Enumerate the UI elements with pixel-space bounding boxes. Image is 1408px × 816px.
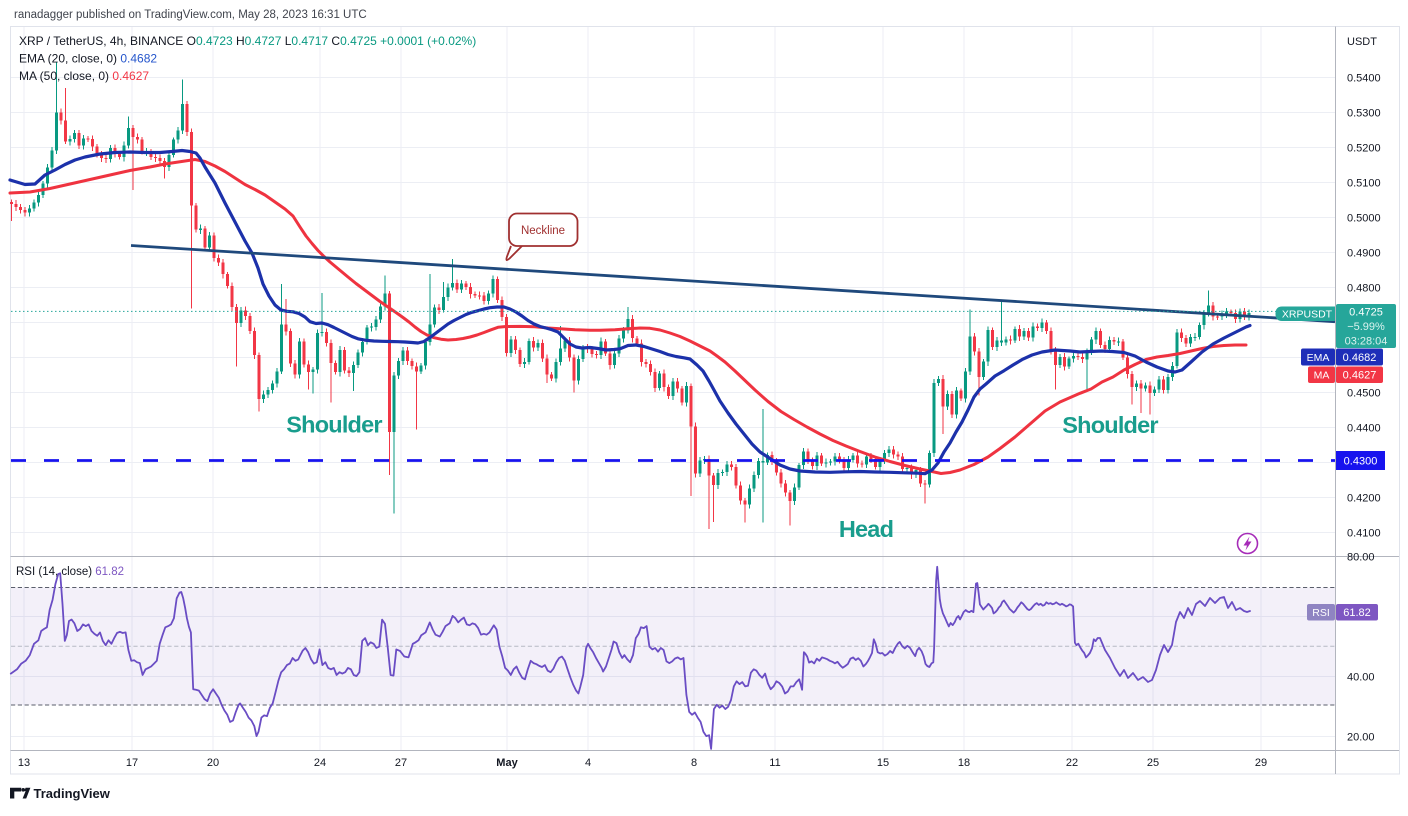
svg-text:USDT: USDT	[1347, 36, 1377, 48]
svg-text:13: 13	[18, 757, 30, 769]
svg-text:XRPUSDT: XRPUSDT	[1282, 309, 1333, 321]
svg-text:Neckline: Neckline	[521, 225, 565, 237]
svg-text:0.4725: 0.4725	[1349, 307, 1383, 319]
svg-text:0.4627: 0.4627	[1343, 370, 1377, 382]
svg-text:−5.99%: −5.99%	[1347, 321, 1385, 333]
svg-text:Shoulder: Shoulder	[286, 412, 382, 438]
svg-text:0.4800: 0.4800	[1347, 283, 1381, 295]
svg-text:RSI: RSI	[1312, 607, 1330, 619]
svg-text:80.00: 80.00	[1347, 552, 1375, 564]
svg-text:4: 4	[585, 757, 591, 769]
svg-text:XRP / TetherUS, 4h, BINANCE O0: XRP / TetherUS, 4h, BINANCE O0.4723 H0.4…	[19, 34, 476, 48]
svg-text:0.4682: 0.4682	[1343, 352, 1377, 364]
svg-text:29: 29	[1255, 757, 1267, 769]
svg-text:0.4100: 0.4100	[1347, 528, 1381, 540]
svg-text:27: 27	[395, 757, 407, 769]
svg-text:15: 15	[877, 757, 889, 769]
svg-text:0.5400: 0.5400	[1347, 73, 1381, 85]
svg-text:0.5200: 0.5200	[1347, 143, 1381, 155]
svg-text:0.4500: 0.4500	[1347, 388, 1381, 400]
svg-text:MA: MA	[1314, 370, 1330, 382]
svg-text:TradingView: TradingView	[34, 786, 111, 801]
svg-text:May: May	[496, 757, 518, 769]
svg-text:Head: Head	[839, 516, 893, 542]
svg-text:8: 8	[691, 757, 697, 769]
svg-text:25: 25	[1147, 757, 1159, 769]
svg-text:22: 22	[1066, 757, 1078, 769]
svg-text:0.4300: 0.4300	[1344, 456, 1378, 468]
svg-text:0.5100: 0.5100	[1347, 178, 1381, 190]
svg-text:0.4900: 0.4900	[1347, 248, 1381, 260]
svg-text:0.4200: 0.4200	[1347, 493, 1381, 505]
svg-text:20: 20	[207, 757, 219, 769]
svg-text:RSI (14, close) 61.82: RSI (14, close) 61.82	[16, 566, 124, 578]
svg-text:18: 18	[958, 757, 970, 769]
svg-text:40.00: 40.00	[1347, 672, 1375, 684]
svg-text:MA (50, close, 0) 0.4627: MA (50, close, 0) 0.4627	[19, 69, 149, 83]
svg-text:ranadagger published on Tradin: ranadagger published on TradingView.com,…	[14, 9, 367, 21]
svg-text:0.5300: 0.5300	[1347, 108, 1381, 120]
svg-text:0.5000: 0.5000	[1347, 213, 1381, 225]
svg-text:17: 17	[126, 757, 138, 769]
svg-text:EMA (20, close, 0) 0.4682: EMA (20, close, 0) 0.4682	[19, 52, 157, 66]
svg-text:03:28:04: 03:28:04	[1345, 336, 1388, 348]
svg-text:20.00: 20.00	[1347, 732, 1375, 744]
svg-text:11: 11	[769, 757, 780, 769]
svg-text:EMA: EMA	[1307, 352, 1330, 364]
svg-text:61.82: 61.82	[1343, 607, 1371, 619]
svg-text:Shoulder: Shoulder	[1062, 412, 1158, 438]
svg-text:24: 24	[314, 757, 326, 769]
svg-text:0.4400: 0.4400	[1347, 423, 1381, 435]
